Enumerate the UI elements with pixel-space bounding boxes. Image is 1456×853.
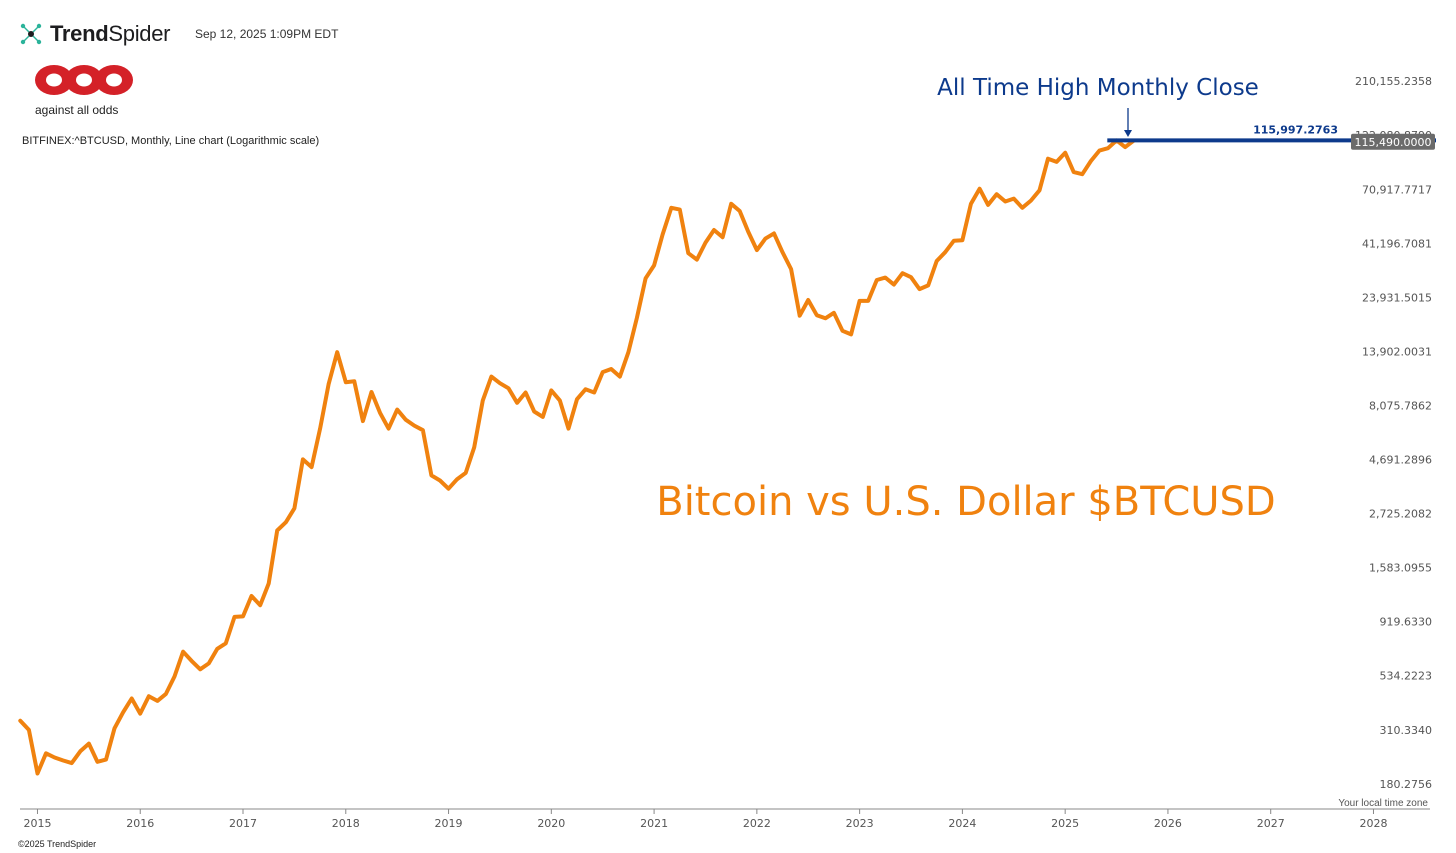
current-price-badge xyxy=(1351,133,1435,150)
ath-arrow-head xyxy=(1124,130,1132,137)
x-axis: Your local time zone 2015 2016 2017 2018 201… xyxy=(20,798,1430,830)
x-tick-label: 2028 xyxy=(1359,817,1387,830)
timestamp: Sep 12, 2025 1:09PM EDT xyxy=(195,27,339,41)
trendspider-brand: TrendSpider xyxy=(18,20,171,48)
y-tick-label: 41,196.7081 xyxy=(1362,237,1432,250)
y-tick-label: 70,917.7717 xyxy=(1362,183,1432,196)
x-tick-label: 2015 xyxy=(23,817,51,830)
x-tick-label: 2016 xyxy=(126,817,154,830)
symbol-label: BITFINEX:^BTCUSD, Monthly, Line chart (L… xyxy=(22,135,320,147)
x-tick-label: 2019 xyxy=(435,817,463,830)
x-tick-label: 2025 xyxy=(1051,817,1079,830)
spider-logo-icon xyxy=(20,23,42,45)
x-tick-label: 2022 xyxy=(743,817,771,830)
chart-title: Bitcoin vs U.S. Dollar $BTCUSD xyxy=(656,479,1275,525)
y-tick-label: 180.2756 xyxy=(1380,778,1433,791)
brand-name-prefix: Trend xyxy=(50,21,109,46)
brand-name: TrendSpider xyxy=(50,21,171,47)
y-tick-label: 310.3340 xyxy=(1380,724,1433,737)
x-tick-label: 2027 xyxy=(1257,817,1285,830)
ath-annotation: All Time High Monthly Close xyxy=(937,75,1259,101)
timezone-note: Your local time zone xyxy=(1338,798,1428,809)
x-tick-label: 2023 xyxy=(846,817,874,830)
y-tick-label: 534.2223 xyxy=(1380,670,1433,683)
y-tick-label: 23,931.5015 xyxy=(1362,291,1432,304)
x-tick-label: 2018 xyxy=(332,817,360,830)
x-tick-label: 2020 xyxy=(537,817,565,830)
x-tick-label: 2017 xyxy=(229,817,257,830)
y-tick-label: 2,725.2082 xyxy=(1369,508,1432,521)
ath-reference-value: 115,997.2763 xyxy=(1253,123,1338,136)
y-tick-label: 13,902.0031 xyxy=(1362,345,1432,358)
btc-price-line[interactable] xyxy=(18,138,1136,776)
y-tick-label: 210,155.2358 xyxy=(1355,75,1432,88)
y-tick-label: 1,583.0955 xyxy=(1369,562,1432,575)
x-tick-label: 2024 xyxy=(948,817,976,830)
brand-name-suffix: Spider xyxy=(108,21,171,46)
ath-reference: 115,997.2763 115,490.0000 xyxy=(1107,123,1436,150)
current-price-label: 115,490.0000 xyxy=(1355,136,1432,149)
x-tick-label: 2021 xyxy=(640,817,668,830)
y-tick-label: 4,691.2896 xyxy=(1369,454,1432,467)
aao-logo-icon xyxy=(35,65,133,95)
x-tick-label: 2026 xyxy=(1154,817,1182,830)
y-tick-label: 8,075.7862 xyxy=(1369,399,1432,412)
y-axis: 210,155.2358122,080.879070,917.771741,19… xyxy=(1355,75,1432,791)
copyright: ©2025 TrendSpider xyxy=(18,839,97,849)
logo-tagline: against all odds xyxy=(35,103,119,117)
y-tick-label: 919.6330 xyxy=(1380,616,1433,629)
